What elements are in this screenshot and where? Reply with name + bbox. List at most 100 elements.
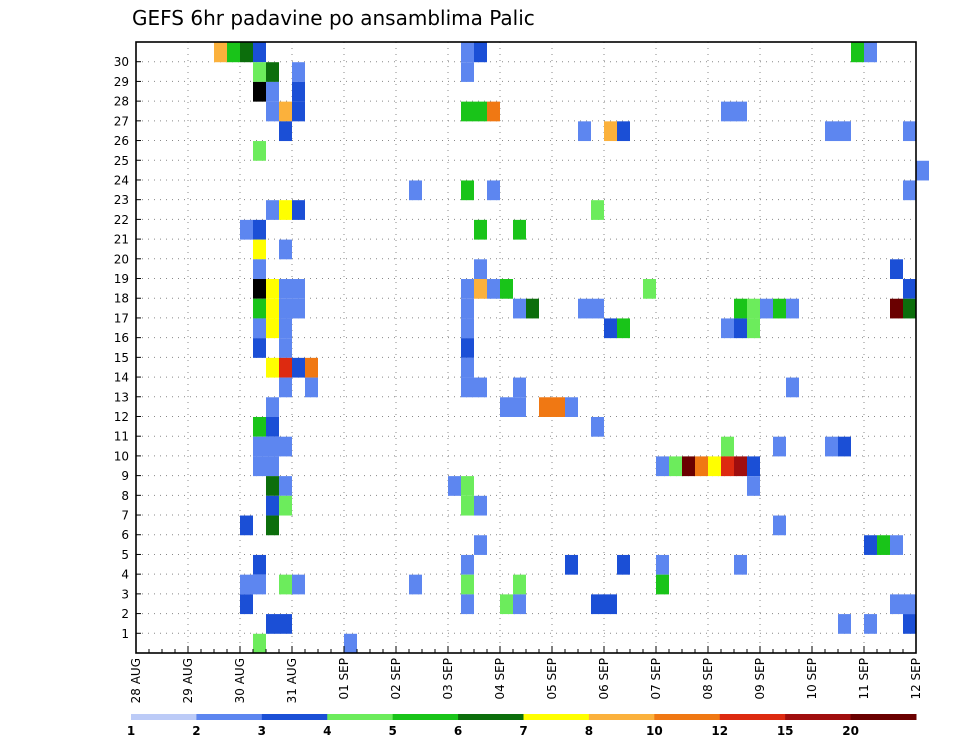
heatmap-cell <box>253 338 266 358</box>
y-tick-label: 7 <box>121 509 129 523</box>
heatmap-cell <box>279 574 292 595</box>
heatmap-cell <box>461 318 474 339</box>
heatmap-cell <box>825 436 838 457</box>
x-tick-label: 08 SEP <box>701 658 715 700</box>
heatmap-cell <box>461 101 474 122</box>
heatmap-cell <box>461 180 474 201</box>
heatmap-cell <box>890 594 903 615</box>
heatmap-cell <box>474 377 487 398</box>
heatmap-cell <box>591 594 604 615</box>
heatmap-cell <box>253 436 266 457</box>
heatmap-cell <box>279 436 292 457</box>
heatmap-cell <box>461 279 474 299</box>
heatmap-cell <box>747 298 760 319</box>
heatmap-cell <box>279 318 292 339</box>
heatmap-cell <box>760 298 773 319</box>
heatmap-cell <box>903 279 916 299</box>
y-tick-label: 6 <box>121 528 129 542</box>
colorbar-label: 10 <box>646 724 663 738</box>
x-tick-label: 12 SEP <box>909 658 923 700</box>
heatmap-cell <box>253 298 266 319</box>
heatmap-cell <box>656 574 669 595</box>
chart-title: GEFS 6hr padavine po ansamblima Palic <box>132 6 535 30</box>
heatmap-cell <box>266 279 279 299</box>
heatmap-cell <box>500 594 513 615</box>
heatmap-cell <box>838 121 851 142</box>
heatmap-cell <box>461 495 474 516</box>
y-tick-label: 1 <box>121 627 129 641</box>
heatmap-cell <box>513 298 526 319</box>
heatmap-cell <box>279 101 292 122</box>
colorbar-swatch <box>131 714 197 720</box>
heatmap-cell <box>474 219 487 240</box>
y-tick-label: 24 <box>114 173 129 187</box>
heatmap-cell <box>903 298 916 319</box>
heatmap-cell <box>890 298 903 319</box>
heatmap-cell <box>487 279 500 299</box>
heatmap-cell <box>864 535 877 555</box>
y-tick-label: 28 <box>114 95 129 109</box>
heatmap-cell <box>279 121 292 142</box>
y-tick-label: 12 <box>114 410 129 424</box>
y-tick-label: 26 <box>114 134 129 148</box>
heatmap-cell <box>461 476 474 496</box>
heatmap-cell <box>253 279 266 299</box>
colorbar-swatch <box>458 714 524 720</box>
heatmap-cell <box>240 515 253 536</box>
heatmap-cell <box>591 298 604 319</box>
y-tick-label: 21 <box>114 233 129 247</box>
heatmap-cell <box>474 495 487 516</box>
heatmap-cell <box>409 574 422 595</box>
heatmap-cell <box>292 62 305 82</box>
x-tick-label: 03 SEP <box>441 658 455 700</box>
heatmap-cell <box>266 81 279 102</box>
heatmap-cell <box>266 476 279 496</box>
heatmap-cell <box>266 515 279 536</box>
heatmap-cell <box>266 416 279 437</box>
heatmap-cell <box>773 436 786 457</box>
heatmap-cell <box>890 535 903 555</box>
heatmap-cell <box>526 298 539 319</box>
colorbar-label: 7 <box>519 724 527 738</box>
heatmap-cell <box>266 614 279 634</box>
heatmap-cell <box>513 397 526 417</box>
heatmap-cell <box>227 42 240 63</box>
colorbar-label: 5 <box>388 724 396 738</box>
y-tick-label: 15 <box>114 351 129 365</box>
heatmap-cell <box>604 121 617 142</box>
colorbar-swatch <box>785 714 852 720</box>
y-tick-label: 13 <box>114 390 129 404</box>
heatmap-cell <box>292 200 305 220</box>
heatmap-cell <box>669 456 682 477</box>
heatmap-cell <box>838 436 851 457</box>
heatmap-cell <box>513 219 526 240</box>
heatmap-cell <box>305 377 318 398</box>
heatmap-cell <box>656 554 669 575</box>
y-tick-label: 23 <box>114 193 129 207</box>
heatmap-cell <box>695 456 708 477</box>
heatmap-cell <box>487 180 500 201</box>
heatmap-cell <box>292 101 305 122</box>
heatmap-cell <box>734 101 747 122</box>
heatmap-cell <box>539 397 552 417</box>
heatmap-cell <box>721 456 734 477</box>
colorbar-swatch <box>261 714 328 720</box>
x-tick-label: 02 SEP <box>389 658 403 700</box>
heatmap-cell <box>708 456 721 477</box>
heatmap-cell <box>266 357 279 378</box>
heatmap-cell <box>461 338 474 358</box>
heatmap-cell <box>474 101 487 122</box>
heatmap-cell <box>877 535 890 555</box>
heatmap-cell <box>305 357 318 378</box>
x-tick-label: 06 SEP <box>597 658 611 700</box>
colorbar-label: 15 <box>777 724 794 738</box>
y-tick-label: 22 <box>114 213 129 227</box>
heatmap-cell <box>461 42 474 63</box>
colorbar-swatch <box>196 714 263 720</box>
heatmap-cell <box>617 554 630 575</box>
colorbar-label: 6 <box>454 724 462 738</box>
heatmap-cell <box>279 377 292 398</box>
y-tick-label: 16 <box>114 331 129 345</box>
x-tick-label: 01 SEP <box>337 658 351 700</box>
